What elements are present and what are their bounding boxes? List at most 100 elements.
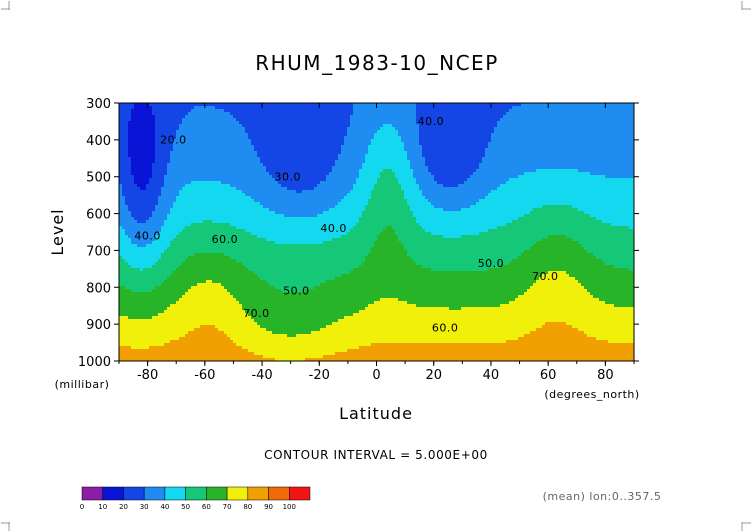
field-cell bbox=[596, 118, 600, 122]
field-cell bbox=[416, 181, 420, 185]
field-cell bbox=[542, 151, 546, 155]
field-cell bbox=[479, 160, 483, 164]
field-cell bbox=[242, 184, 246, 188]
field-cell bbox=[377, 121, 381, 125]
field-cell bbox=[242, 148, 246, 152]
field-cell bbox=[314, 142, 318, 146]
field-cell bbox=[155, 166, 159, 170]
field-cell bbox=[170, 157, 174, 161]
field-cell bbox=[260, 166, 264, 170]
field-cell bbox=[191, 124, 195, 128]
field-cell bbox=[146, 148, 150, 152]
field-cell bbox=[353, 166, 357, 170]
field-cell bbox=[473, 142, 477, 146]
field-cell bbox=[503, 109, 507, 113]
field-cell bbox=[128, 154, 132, 158]
field-cell bbox=[434, 142, 438, 146]
field-cell bbox=[446, 160, 450, 164]
field-cell bbox=[248, 172, 252, 176]
field-cell bbox=[356, 166, 360, 170]
field-cell bbox=[164, 127, 168, 131]
field-cell bbox=[140, 142, 144, 146]
field-cell bbox=[596, 163, 600, 167]
field-cell bbox=[416, 118, 420, 122]
field-cell bbox=[539, 109, 543, 113]
field-cell bbox=[125, 127, 129, 131]
field-cell bbox=[614, 157, 618, 161]
field-cell bbox=[482, 151, 486, 155]
field-cell bbox=[452, 151, 456, 155]
field-cell bbox=[179, 166, 183, 170]
field-cell bbox=[500, 127, 504, 131]
field-cell bbox=[134, 103, 138, 107]
field-cell bbox=[260, 181, 264, 185]
field-cell bbox=[197, 109, 201, 113]
field-cell bbox=[158, 172, 162, 176]
field-cell bbox=[326, 166, 330, 170]
field-cell bbox=[287, 178, 291, 182]
field-cell bbox=[536, 163, 540, 167]
field-cell bbox=[485, 106, 489, 110]
field-cell bbox=[212, 118, 216, 122]
field-cell bbox=[251, 103, 255, 107]
field-cell bbox=[191, 112, 195, 116]
field-cell bbox=[305, 157, 309, 161]
field-cell bbox=[464, 160, 468, 164]
field-cell bbox=[377, 106, 381, 110]
field-cell bbox=[401, 172, 405, 176]
field-cell bbox=[257, 166, 261, 170]
field-cell bbox=[332, 166, 336, 170]
field-cell bbox=[329, 172, 333, 176]
field-cell bbox=[482, 124, 486, 128]
field-cell bbox=[491, 121, 495, 125]
field-cell bbox=[302, 166, 306, 170]
field-cell bbox=[182, 148, 186, 152]
field-cell bbox=[614, 181, 618, 185]
field-cell bbox=[461, 142, 465, 146]
field-cell bbox=[428, 145, 432, 149]
field-cell bbox=[506, 172, 510, 176]
field-cell bbox=[515, 184, 519, 188]
field-cell bbox=[437, 145, 441, 149]
field-cell bbox=[146, 154, 150, 158]
field-cell bbox=[551, 103, 555, 107]
field-cell bbox=[350, 172, 354, 176]
field-cell bbox=[161, 142, 165, 146]
field-cell bbox=[317, 115, 321, 119]
field-cell bbox=[407, 109, 411, 113]
field-cell bbox=[539, 112, 543, 116]
field-cell bbox=[197, 148, 201, 152]
field-cell bbox=[260, 160, 264, 164]
field-cell bbox=[563, 166, 567, 170]
field-cell bbox=[380, 184, 384, 188]
field-cell bbox=[260, 157, 264, 161]
field-cell bbox=[245, 169, 249, 173]
field-cell bbox=[491, 106, 495, 110]
field-cell bbox=[458, 148, 462, 152]
field-cell bbox=[506, 139, 510, 143]
field-cell bbox=[602, 157, 606, 161]
field-cell bbox=[545, 121, 549, 125]
field-cell bbox=[242, 109, 246, 113]
field-cell bbox=[320, 151, 324, 155]
field-cell bbox=[293, 166, 297, 170]
field-cell bbox=[137, 178, 141, 182]
field-cell bbox=[206, 106, 210, 110]
field-cell bbox=[296, 157, 300, 161]
field-cell bbox=[146, 145, 150, 149]
field-cell bbox=[485, 109, 489, 113]
plot-area: 20.040.040.030.040.060.050.050.070.070.0… bbox=[118, 102, 635, 362]
field-cell bbox=[221, 163, 225, 167]
field-cell bbox=[308, 172, 312, 176]
field-cell bbox=[284, 169, 288, 173]
field-cell bbox=[611, 112, 615, 116]
field-cell bbox=[335, 169, 339, 173]
field-cell bbox=[419, 115, 423, 119]
field-cell bbox=[500, 157, 504, 161]
field-cell bbox=[128, 142, 132, 146]
field-cell bbox=[530, 118, 534, 122]
field-cell bbox=[512, 142, 516, 146]
field-cell bbox=[425, 130, 429, 134]
field-cell bbox=[581, 124, 585, 128]
field-cell bbox=[557, 103, 561, 107]
